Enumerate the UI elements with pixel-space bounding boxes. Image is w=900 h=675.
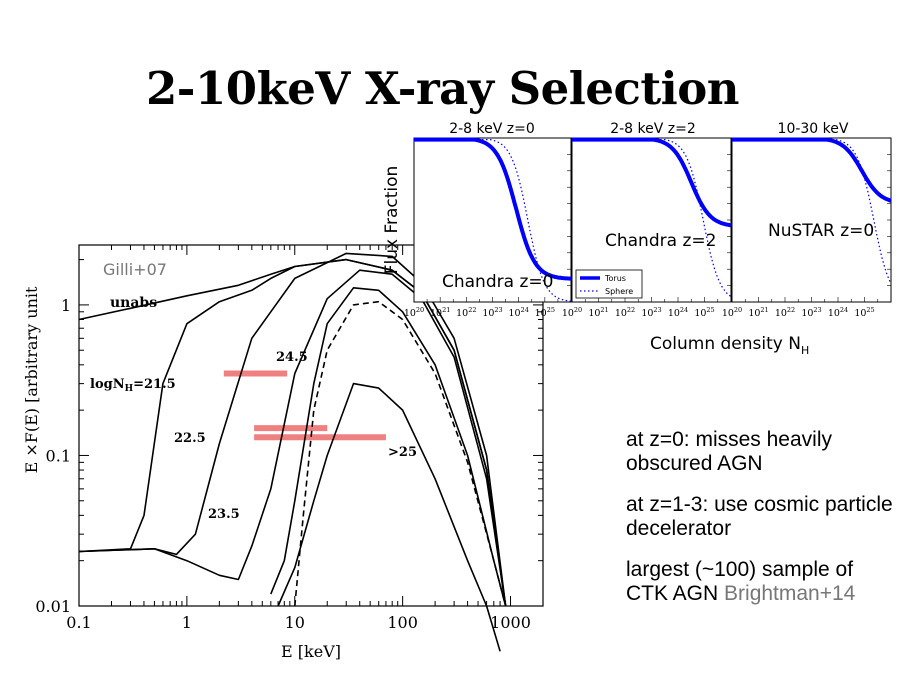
spectrum-line-25	[277, 382, 501, 652]
inset-x-tick-label: 1025	[694, 306, 714, 319]
inset-x-tick-label: 1022	[615, 306, 635, 319]
inset-x-tick-label: 1023	[641, 306, 661, 319]
slide-title: 2-10keV X-ray Selection	[145, 62, 740, 115]
torus-line	[732, 137, 892, 203]
bullet-3: largest (~100) sample of CTK AGN Brightm…	[626, 558, 856, 605]
nh-label: logNH=21.5	[90, 377, 176, 394]
torus-line	[572, 137, 732, 228]
x-tick-label: 0.1	[66, 613, 91, 632]
inset-panel-frame	[731, 137, 892, 303]
label-23-5: 23.5	[208, 507, 240, 522]
bullet-2: at z=1-3: use cosmic particle decelerato…	[626, 493, 893, 540]
panel-label-1: Chandra z=0	[442, 272, 553, 292]
spectrum-line-24-5	[270, 287, 507, 607]
x-tick-label: 100	[387, 613, 418, 632]
panel-label-3: NuSTAR z=0	[768, 221, 874, 241]
y-tick-label: 0.1	[46, 446, 71, 465]
label-22-5: 22.5	[174, 431, 206, 446]
panel-title-3: 10-30 keV	[778, 121, 849, 137]
inset-x-tick-label: 1021	[588, 306, 608, 319]
main-xlabel: E [keV]	[281, 642, 341, 661]
unabs-label: unabs	[110, 295, 157, 311]
inset-x-tick-label: 1024	[668, 306, 688, 319]
bullet-1: at z=0: misses heavily obscured AGN	[626, 428, 833, 475]
inset-x-tick-label: 1021	[430, 306, 450, 319]
inset-x-tick-label: 1020	[562, 306, 582, 319]
bullet-list: at z=0: misses heavily obscured AGN at z…	[626, 428, 896, 623]
sphere-line	[414, 139, 572, 302]
spectrum-line-23-5	[78, 269, 507, 607]
inset-x-tick-label: 1025	[535, 306, 555, 319]
spectrum-line-22-5	[78, 252, 507, 607]
y-tick-label: 1	[61, 296, 71, 315]
label-gt25: >25	[388, 445, 417, 460]
inset-labels: 2-8 keV z=0 2-8 keV z=2 10-30 keV Flux F…	[382, 121, 874, 357]
inset-x-tick-label: 1024	[828, 306, 848, 319]
y-tick-label: 0.01	[35, 597, 71, 616]
inset-x-tick-label: 1022	[456, 306, 476, 319]
inset-legend: Torus Sphere	[575, 269, 643, 299]
inset-ylabel: Flux Fraction	[382, 166, 402, 275]
panel-title-2: 2-8 keV z=2	[610, 121, 696, 137]
spectra-series	[78, 252, 507, 652]
inset-x-tick-label: 1024	[508, 306, 528, 319]
x-tick-label: 1	[182, 613, 192, 632]
inset-x-tick-label: 1023	[482, 306, 502, 319]
label-24-5: 24.5	[276, 350, 308, 365]
inset-x-tick-label: 1022	[775, 306, 795, 319]
inset-x-tick-label: 1025	[854, 306, 874, 319]
legend-sphere-label: Sphere	[605, 287, 633, 296]
column-density-chart: 1020 1021 1022 1023 1024 1025 1020 1021 1022 1023…	[382, 121, 892, 357]
selection-bands	[223, 370, 386, 441]
inset-xlabel: Column density NH	[650, 334, 809, 357]
x-tick-label: 10	[285, 613, 305, 632]
source-label: Gilli+07	[103, 260, 167, 279]
main-plot-frame	[78, 244, 544, 607]
spectrum-line-dashed	[294, 300, 507, 607]
panel-label-2: Chandra z=2	[605, 231, 716, 251]
inset-x-tick-label: 1023	[801, 306, 821, 319]
panel-title-1: 2-8 keV z=0	[449, 121, 535, 137]
inset-x-tick-label: 1020	[404, 306, 424, 319]
inset-x-tick-label: 1020	[722, 306, 742, 319]
main-chart-labels: Gilli+07 unabs logNH=21.5 22.5 23.5 24.5…	[22, 260, 417, 661]
main-ylabel: E ×F(E) [arbitrary unit	[22, 286, 41, 473]
x-tick-label: 1000	[490, 613, 531, 632]
legend-torus-label: Torus	[604, 274, 626, 283]
spectrum-line-lognh-21-5	[78, 258, 507, 607]
torus-line	[414, 137, 571, 281]
inset-x-tick-label: 1021	[748, 306, 768, 319]
